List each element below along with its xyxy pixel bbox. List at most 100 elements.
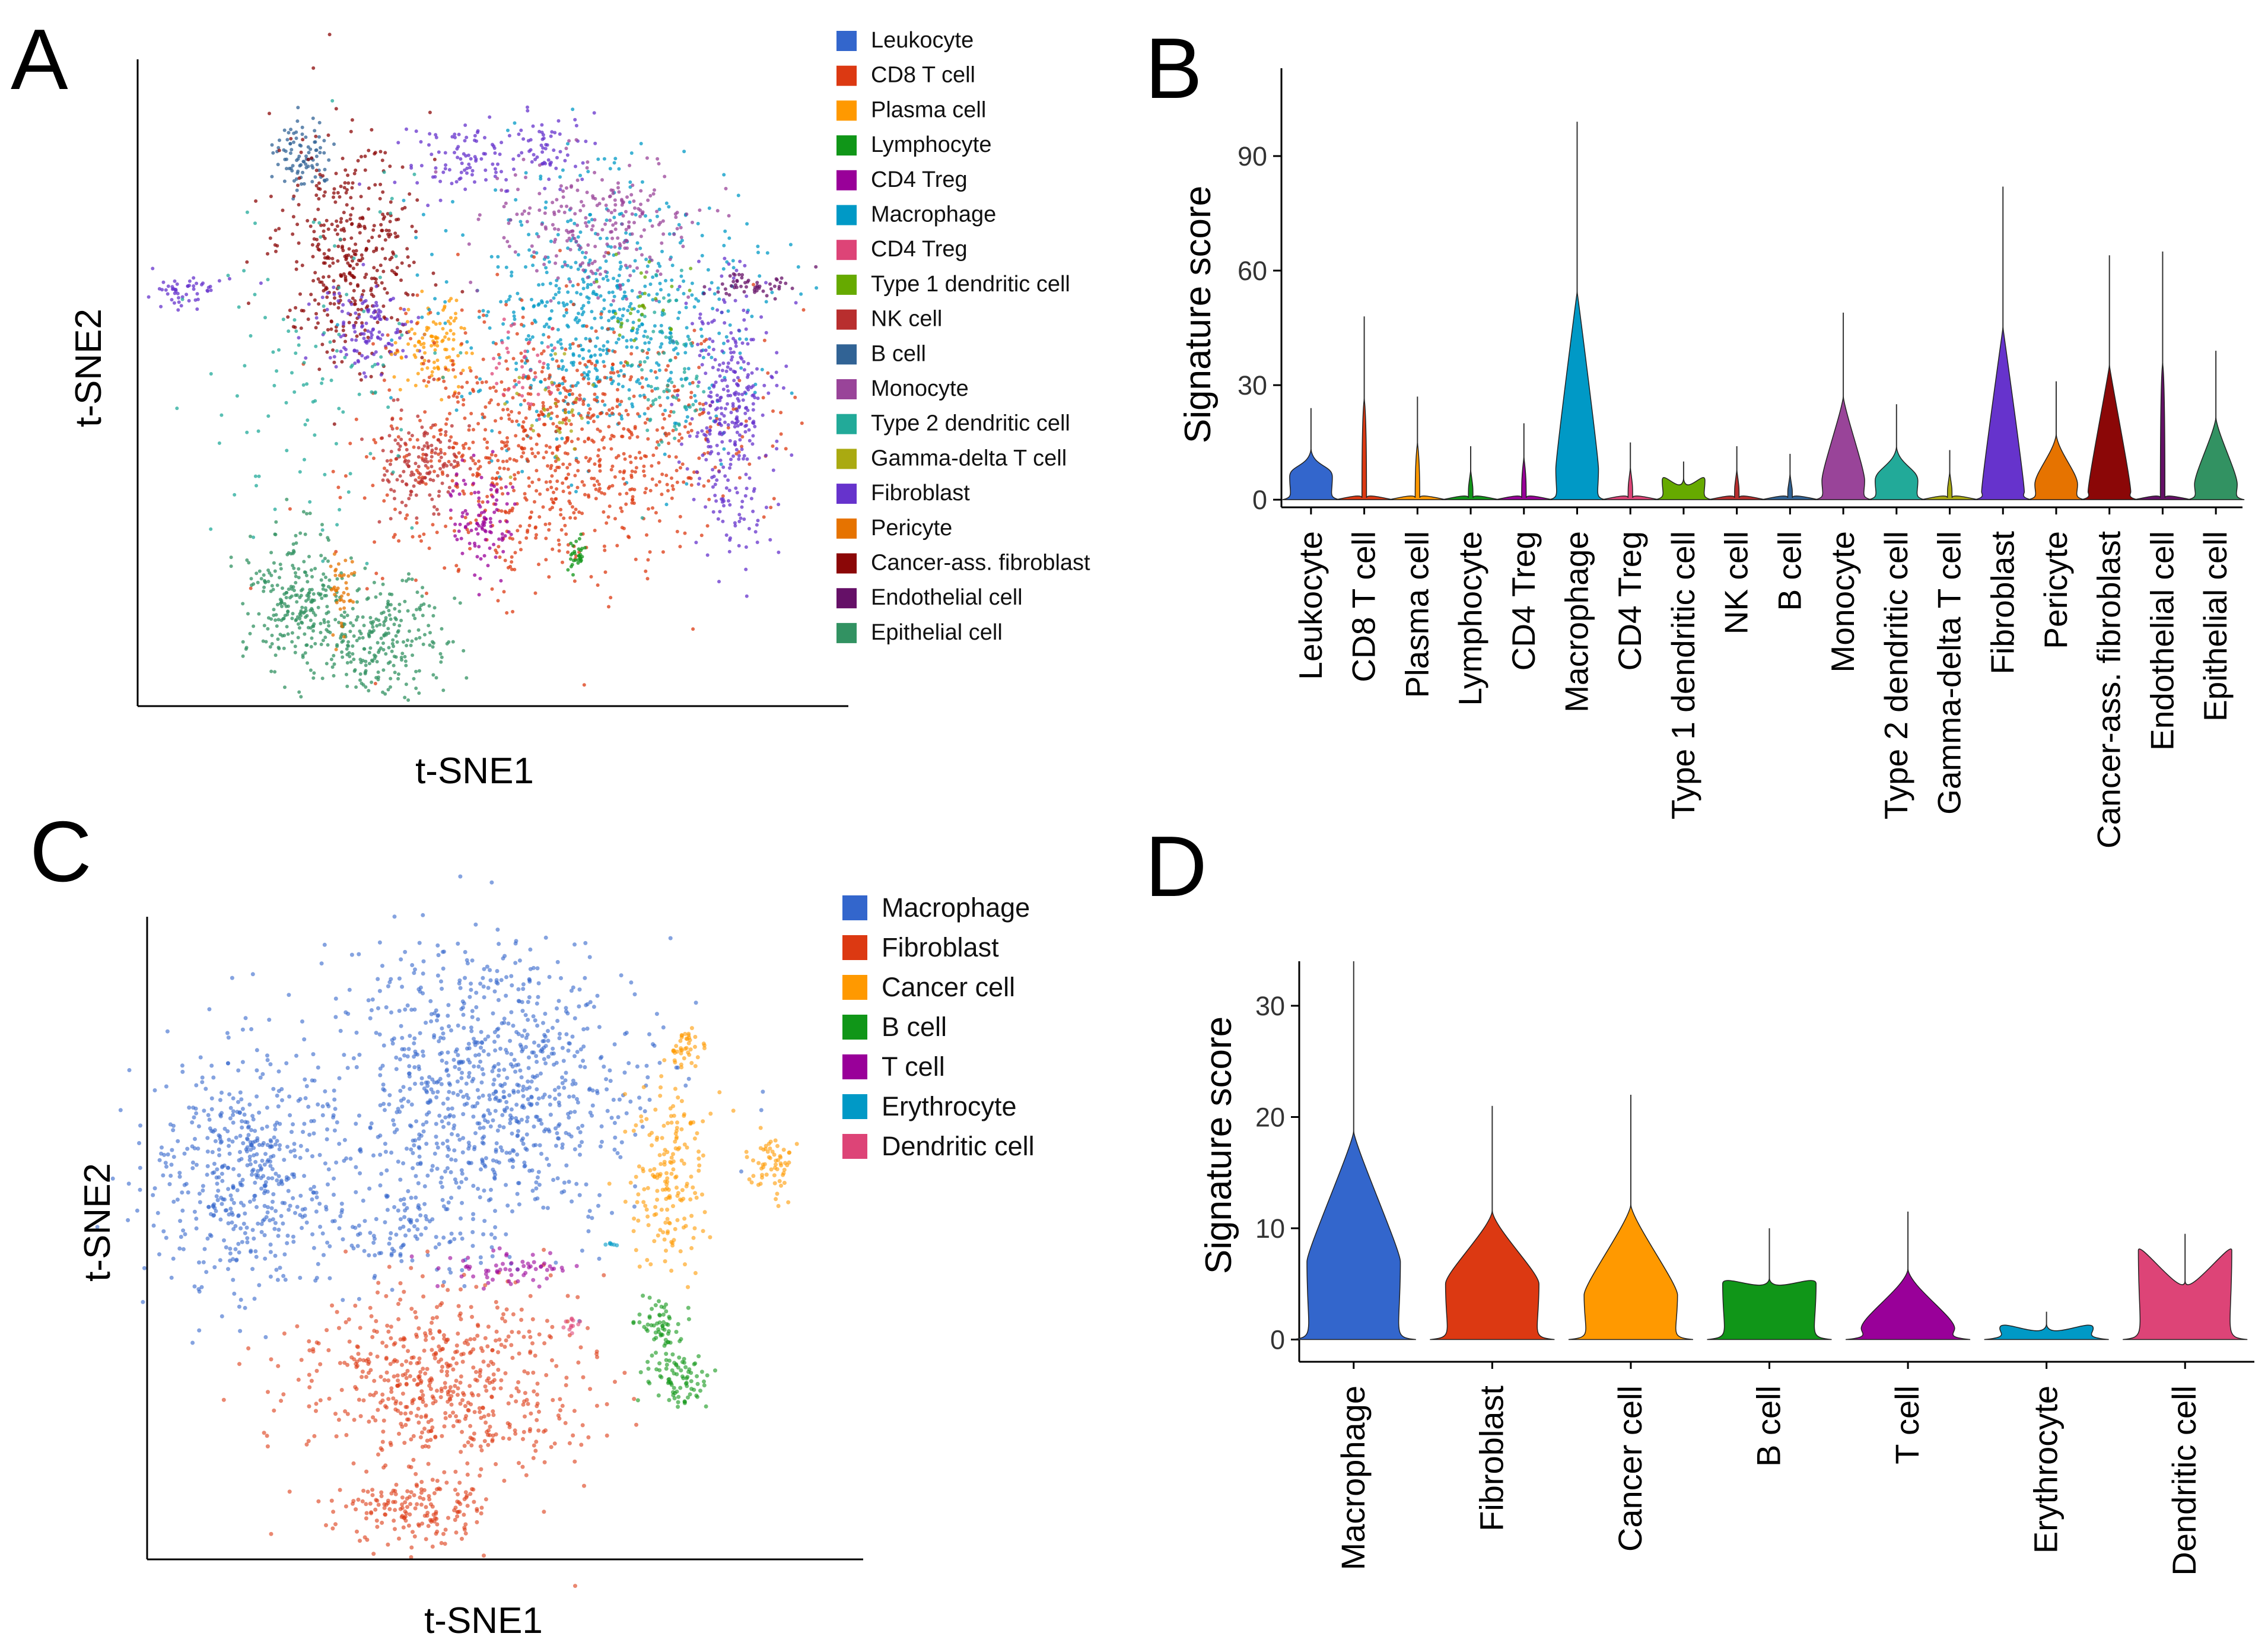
tsne-point [348,217,352,221]
tsne-point [588,407,592,411]
tsne-point [506,128,510,132]
tsne-point [237,1250,241,1255]
tsne-point [160,1145,164,1150]
tsne-point [228,1193,233,1198]
tsne-point [465,171,469,175]
tsne-point [594,497,598,501]
tsne-point [478,309,481,313]
tsne-point [723,321,727,325]
tsne-point [259,1186,264,1191]
tsne-point [663,417,666,421]
tsne-point [471,459,475,463]
tsne-point [679,225,683,230]
tsne-point [628,488,632,492]
tsne-point [610,367,615,371]
tsne-point [476,217,481,221]
tsne-point [330,256,335,260]
tsne-point [607,485,612,489]
tsne-point [380,228,384,233]
tsne-point [742,360,746,364]
tsne-point [675,480,679,484]
tsne-point [613,245,617,249]
y-tick-label: 30 [1238,370,1267,401]
tsne-point [577,398,581,402]
tsne-point [593,292,597,296]
tsne-point [294,533,298,538]
tsne-point [266,1205,271,1209]
tsne-point [405,513,409,517]
tsne-point [293,650,297,654]
tsne-point [376,678,380,682]
tsne-point [355,615,360,619]
tsne-point [504,265,508,269]
tsne-point [549,497,554,501]
tsne-point [726,389,730,393]
tsne-point [427,624,431,628]
tsne-point [572,447,577,451]
tsne-point [447,395,451,399]
tsne-point [380,436,384,440]
tsne-point [373,363,377,367]
tsne-point [364,356,367,360]
tsne-point [686,295,691,299]
tsne-point [354,249,358,253]
tsne-point [291,164,295,168]
tsne-point [406,307,411,312]
tsne-point [328,340,332,344]
tsne-point [453,459,457,463]
tsne-point [595,395,599,399]
tsne-point [638,246,642,250]
tsne-point [595,368,599,373]
tsne-point [556,233,560,237]
tsne-point [508,1038,513,1043]
tsne-point [403,599,407,603]
tsne-point [413,617,417,621]
tsne-point [371,625,375,629]
tsne-point [728,466,731,470]
tsne-point [300,1226,304,1230]
tsne-point [456,400,460,404]
tsne-point [291,232,295,236]
tsne-point [339,614,343,618]
tsne-point [566,142,570,146]
tsne-point [443,347,447,351]
tsne-point [536,433,540,437]
tsne-point [457,529,461,533]
tsne-point [281,586,284,590]
tsne-point [761,413,765,417]
tsne-point [228,277,231,281]
tsne-point [367,239,371,243]
tsne-point [599,312,603,316]
tsne-point [323,287,327,291]
tsne-point [548,479,552,484]
tsne-point [728,274,732,278]
tsne-point [110,1176,115,1181]
tsne-point [527,248,532,252]
tsne-point [744,545,748,549]
tsne-point [300,132,304,136]
tsne-point [281,208,285,212]
tsne-point [240,1240,244,1244]
tsne-point [679,236,683,239]
tsne-point [618,212,622,216]
tsne-point [510,1209,514,1213]
tsne-point [613,221,618,225]
tsne-point [621,314,625,317]
tsne-point [736,376,740,380]
tsne-point [297,626,301,630]
tsne-point [621,385,625,389]
tsne-point [624,209,628,214]
tsne-point [323,594,327,598]
tsne-point [579,246,583,250]
tsne-point [349,223,354,226]
tsne-point [360,253,364,257]
tsne-point [396,398,400,402]
tsne-point [432,360,436,364]
tsne-point [290,371,294,375]
tsne-point [358,657,362,662]
tsne-point [584,456,588,460]
tsne-point [623,482,627,486]
tsne-point [393,341,397,345]
tsne-point [349,572,354,576]
tsne-point [554,398,558,402]
